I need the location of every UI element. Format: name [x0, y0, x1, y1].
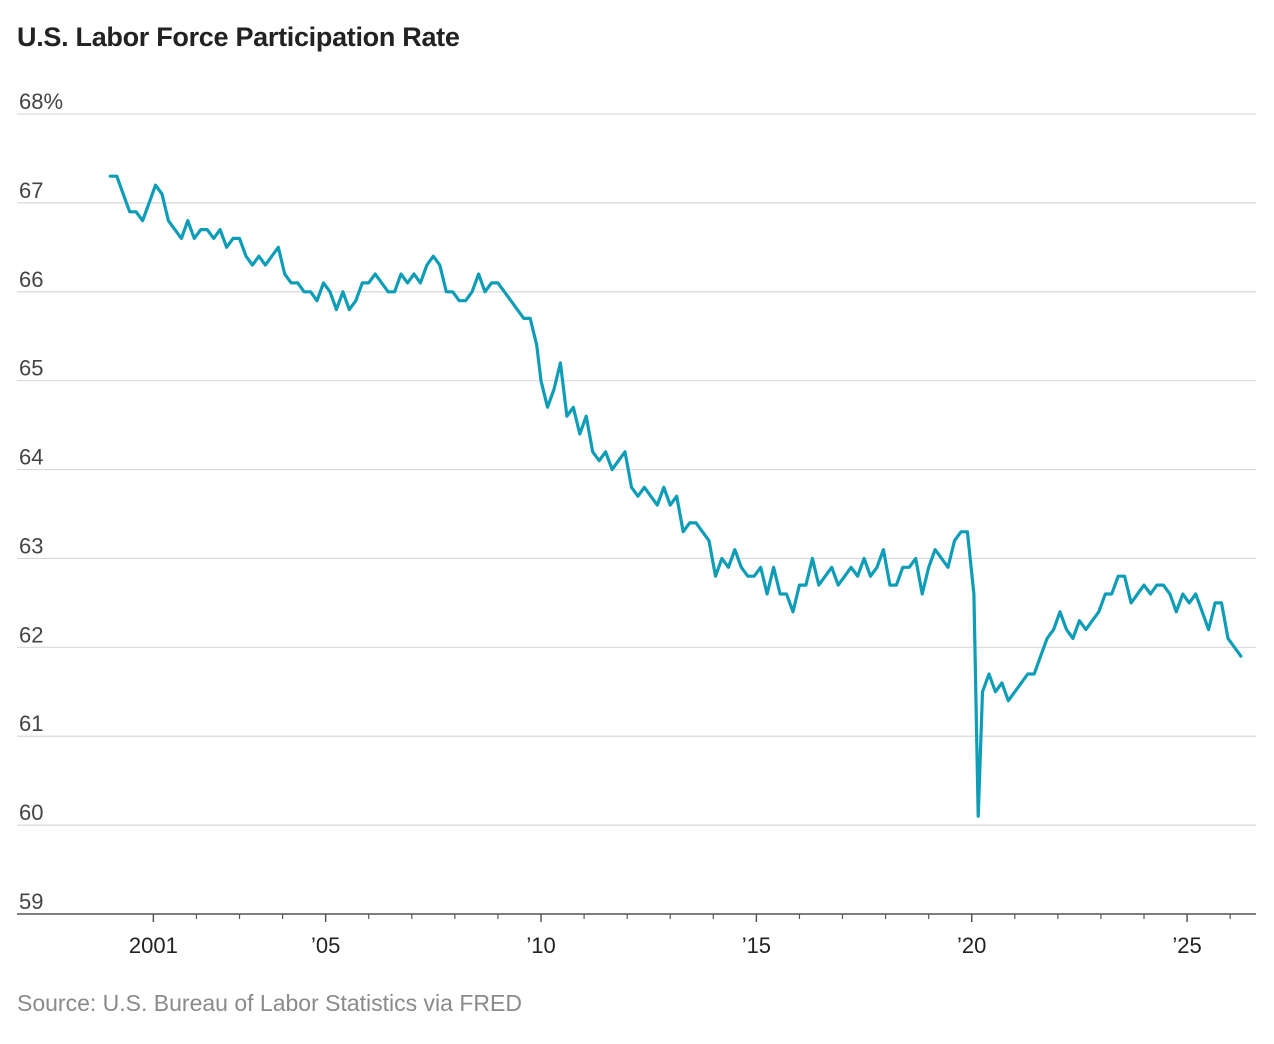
y-tick-label-68: 68%	[19, 89, 63, 114]
y-tick-label-63: 63	[19, 533, 43, 558]
x-axis: 2001 ’05 ’10 ’15 ’20 ’25	[129, 914, 1231, 958]
y-tick-label-62: 62	[19, 622, 43, 647]
y-axis-labels: 68% 67 66 65 64 63 62 61 60 59	[19, 89, 63, 914]
series-layer	[108, 174, 1243, 818]
x-tick-label-2025: ’25	[1172, 933, 1201, 958]
chart-title: U.S. Labor Force Participation Rate	[17, 22, 460, 52]
y-tick-label-61: 61	[19, 711, 43, 736]
x-tick-label-2005: ’05	[311, 933, 340, 958]
y-tick-label-65: 65	[19, 356, 43, 381]
x-tick-label-2001: 2001	[129, 933, 178, 958]
y-tick-label-60: 60	[19, 800, 43, 825]
source-note: Source: U.S. Bureau of Labor Statistics …	[17, 990, 522, 1016]
x-tick-label-2015: ’15	[742, 933, 771, 958]
gridlines	[17, 113, 1256, 915]
x-tick-label-2010: ’10	[526, 933, 555, 958]
y-tick-label-64: 64	[19, 445, 43, 470]
y-tick-label-59: 59	[19, 889, 43, 914]
y-tick-label-66: 66	[19, 267, 43, 292]
y-tick-label-67: 67	[19, 178, 43, 203]
series-line-participation-rate	[108, 174, 1243, 818]
x-tick-label-2020: ’20	[957, 933, 986, 958]
